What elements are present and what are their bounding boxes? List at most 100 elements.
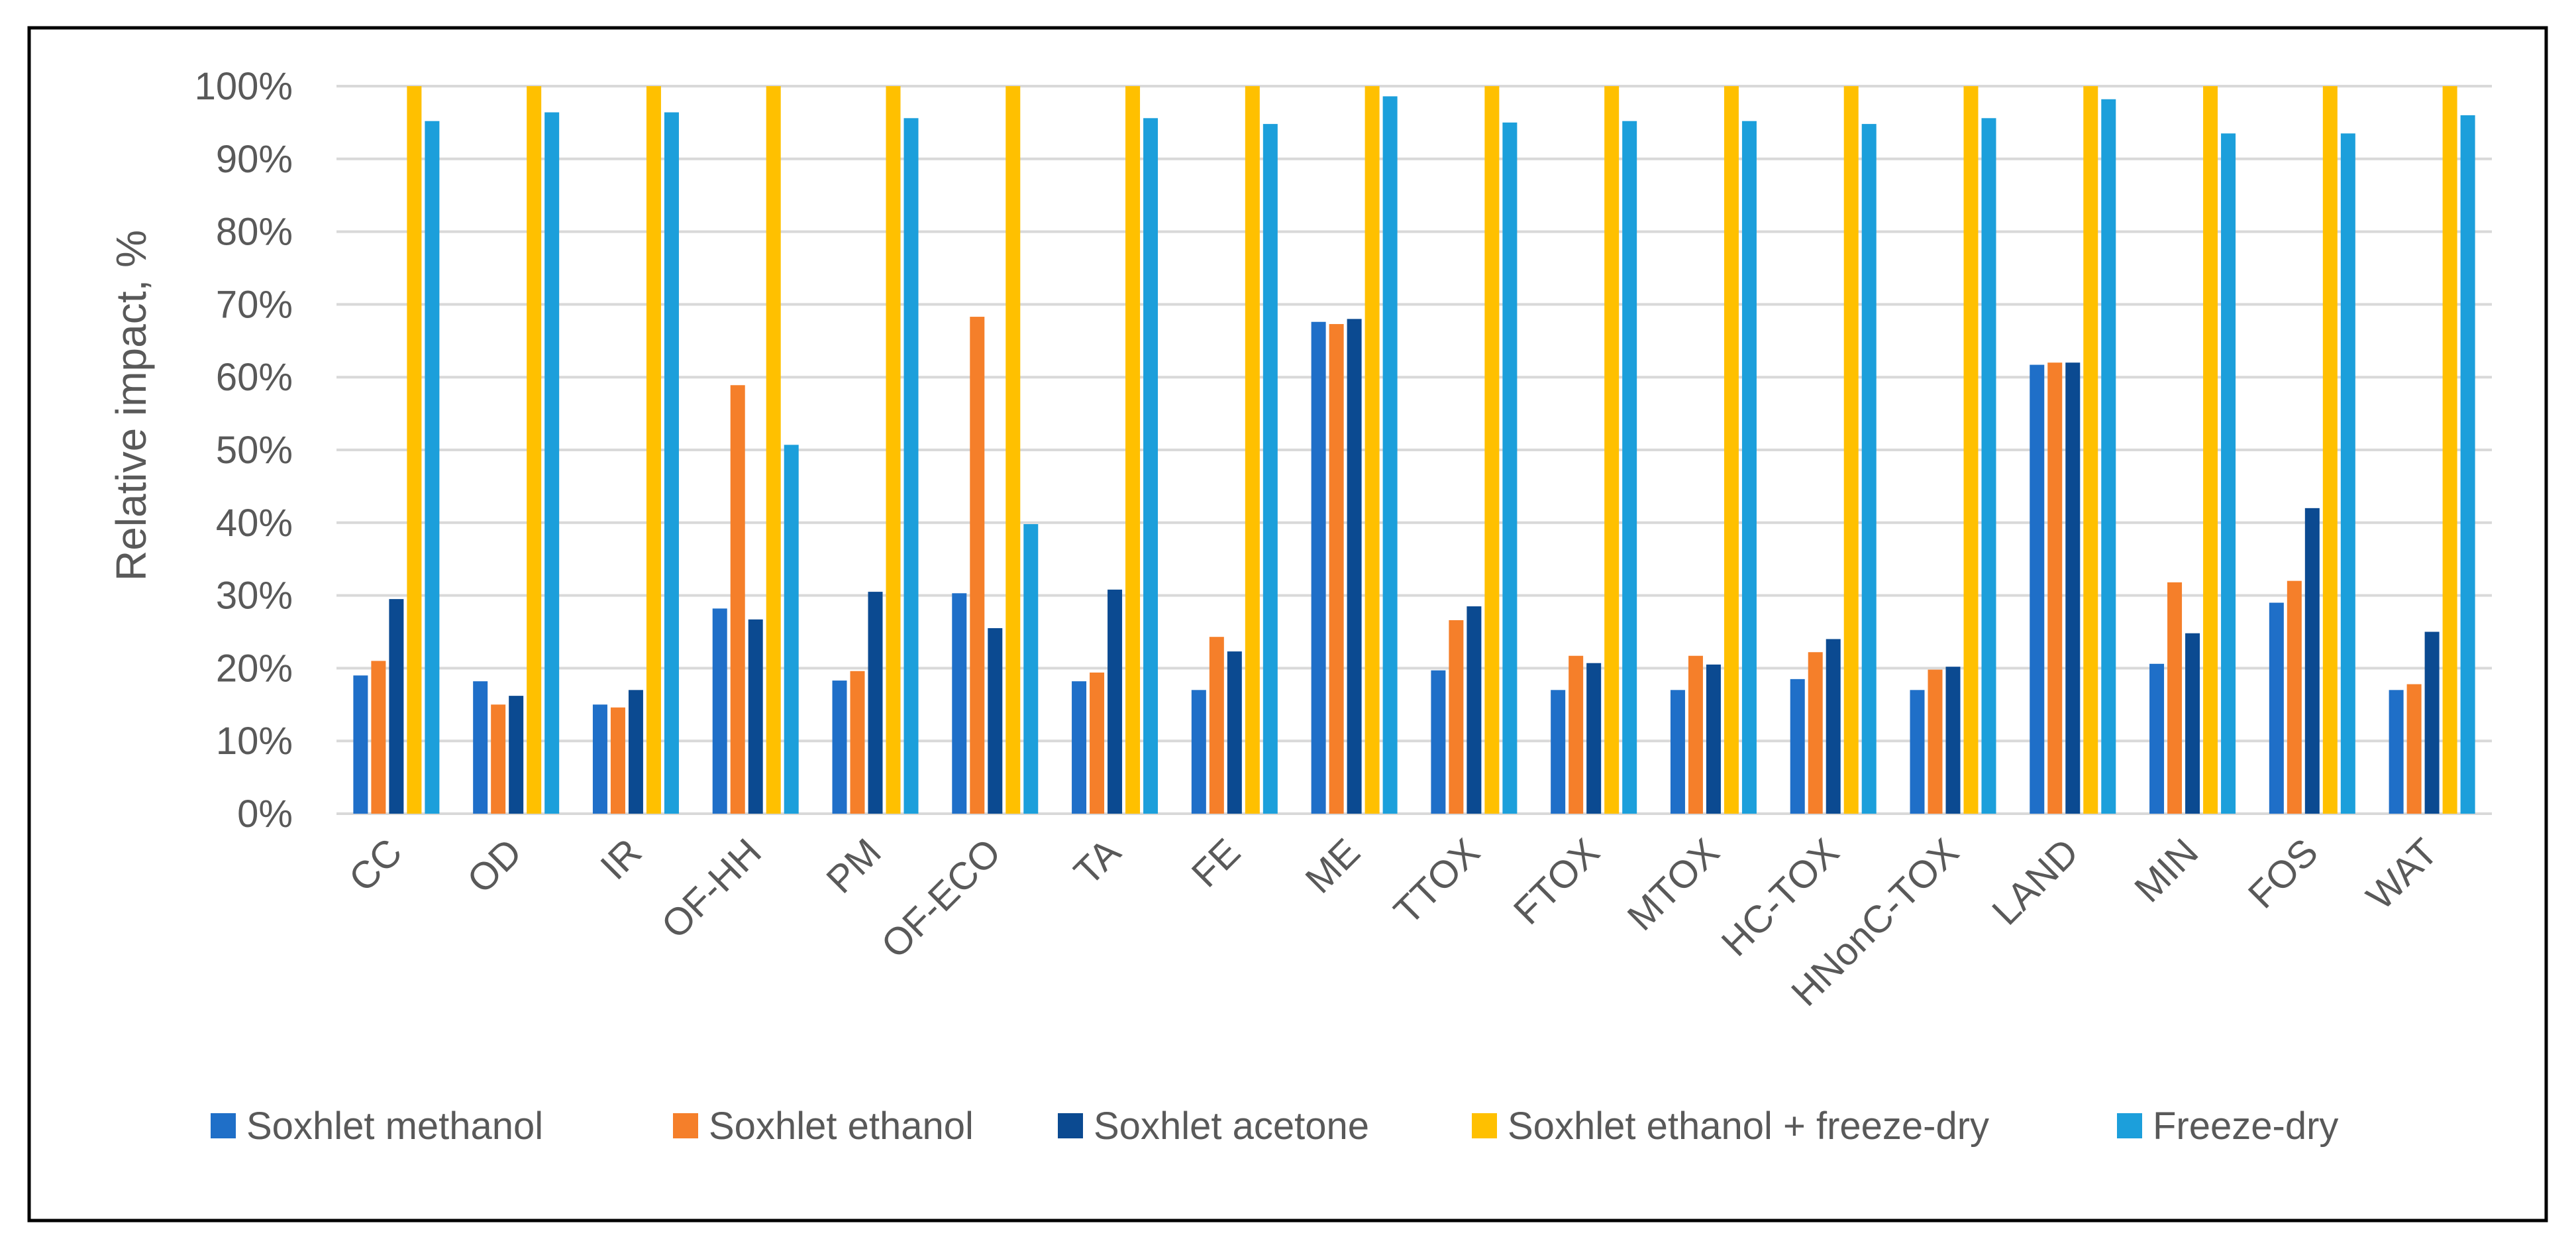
bar-soxhlet-methanol-of-eco [952, 593, 967, 814]
bar-soxhlet-acetone-land [2065, 362, 2081, 814]
bar-freeze-dry-of-hh [784, 445, 799, 814]
y-axis-title: Relative impact, % [107, 230, 155, 581]
y-tick-label: 40% [216, 502, 293, 545]
legend-swatch [1472, 1113, 1497, 1138]
legend-swatch [2117, 1113, 2142, 1138]
bar-soxhlet-ethanol-wat [2406, 684, 2422, 814]
bar-soxhlet-methanol-cc [353, 675, 368, 814]
bar-soxhlet-ethanol-fe [1209, 637, 1224, 814]
bar-freeze-dry-ftox [1622, 121, 1637, 814]
bar-soxhlet-acetone-cc [389, 599, 404, 814]
bar-soxhlet-methanol-ir [592, 704, 607, 814]
legend-label: Soxhlet ethanol [709, 1105, 974, 1148]
bar-soxhlet-acetone-of-hh [748, 619, 763, 814]
y-tick-label: 0% [237, 792, 293, 836]
bar-soxhlet-acetone-mtox [1706, 664, 1721, 814]
y-tick-label: 50% [216, 429, 293, 472]
bar-freeze-dry-od [544, 112, 560, 814]
bar-freeze-dry-ta [1143, 118, 1159, 814]
bar-soxhlet-ethanol-pm [850, 671, 865, 814]
chart-border [27, 26, 2548, 1223]
legend-swatch [211, 1113, 236, 1138]
bar-soxhlet-ethanol-freeze-dry-cc [407, 86, 422, 814]
bar-soxhlet-acetone-ta [1108, 589, 1123, 814]
bar-soxhlet-methanol-ta [1072, 681, 1087, 814]
y-tick-label: 90% [216, 138, 293, 181]
y-tick-label: 70% [216, 283, 293, 326]
bar-soxhlet-ethanol-ttox [1449, 620, 1464, 814]
gridlines [336, 85, 2492, 815]
bar-soxhlet-acetone-me [1347, 319, 1362, 814]
bar-soxhlet-ethanol-freeze-dry-ttox [1484, 86, 1500, 814]
bar-freeze-dry-pm [903, 118, 919, 814]
bar-soxhlet-ethanol-ir [610, 707, 625, 814]
bar-soxhlet-ethanol-freeze-dry-pm [886, 86, 901, 814]
bar-soxhlet-methanol-hnonc-tox [1910, 690, 1925, 814]
y-tick-label: 60% [216, 356, 293, 399]
bar-soxhlet-ethanol-od [491, 704, 506, 814]
bar-soxhlet-methanol-mtox [1670, 690, 1685, 814]
bar-freeze-dry-hnonc-tox [1981, 118, 1996, 814]
bar-soxhlet-acetone-min [2185, 633, 2200, 814]
bar-soxhlet-methanol-ftox [1551, 690, 1566, 814]
bar-soxhlet-acetone-hnonc-tox [1945, 667, 1961, 814]
bar-soxhlet-acetone-hc-tox [1826, 639, 1841, 814]
bar-soxhlet-methanol-fe [1191, 690, 1206, 814]
bar-soxhlet-ethanol-ftox [1569, 655, 1584, 814]
bar-freeze-dry-fe [1262, 124, 1278, 814]
bar-soxhlet-ethanol-ta [1090, 672, 1105, 814]
y-tick-label: 80% [216, 211, 293, 254]
bar-soxhlet-ethanol-freeze-dry-min [2203, 86, 2218, 814]
bar-freeze-dry-me [1382, 96, 1398, 814]
bar-soxhlet-ethanol-fos [2287, 580, 2302, 814]
bar-freeze-dry-cc [425, 121, 440, 814]
legend-label: Freeze-dry [2153, 1105, 2338, 1148]
bar-freeze-dry-fos [2340, 133, 2355, 814]
bar-soxhlet-ethanol-of-eco [970, 317, 985, 814]
bar-soxhlet-ethanol-freeze-dry-ir [646, 86, 661, 814]
bar-freeze-dry-mtox [1741, 121, 1757, 814]
bar-freeze-dry-wat [2460, 115, 2475, 814]
legend-label: Soxhlet acetone [1094, 1105, 1369, 1148]
bar-soxhlet-methanol-fos [2269, 602, 2284, 814]
bar-soxhlet-acetone-fos [2304, 508, 2320, 814]
bar-soxhlet-methanol-ttox [1431, 670, 1446, 814]
bar-soxhlet-ethanol-of-hh [730, 385, 745, 814]
bars [353, 86, 2475, 814]
bar-soxhlet-ethanol-freeze-dry-ta [1125, 86, 1141, 814]
bar-soxhlet-ethanol-freeze-dry-land [2083, 86, 2098, 814]
bar-soxhlet-ethanol-land [2047, 362, 2063, 814]
y-tick-label: 30% [216, 574, 293, 618]
bar-soxhlet-methanol-wat [2389, 690, 2404, 814]
bar-soxhlet-acetone-wat [2424, 631, 2440, 814]
bar-soxhlet-ethanol-me [1329, 324, 1344, 814]
legend-label: Soxhlet ethanol + freeze-dry [1508, 1105, 1989, 1148]
bar-freeze-dry-min [2221, 133, 2236, 814]
bar-soxhlet-ethanol-freeze-dry-hc-tox [1843, 86, 1859, 814]
bar-soxhlet-acetone-ttox [1467, 606, 1482, 814]
bar-soxhlet-ethanol-freeze-dry-fos [2322, 86, 2338, 814]
bar-soxhlet-methanol-of-hh [712, 608, 727, 814]
bar-soxhlet-ethanol-freeze-dry-of-eco [1005, 86, 1021, 814]
bar-soxhlet-acetone-pm [868, 592, 883, 814]
bar-soxhlet-methanol-min [2149, 663, 2165, 814]
bar-freeze-dry-ir [664, 112, 679, 814]
bar-soxhlet-methanol-od [473, 681, 488, 814]
legend-swatch [673, 1113, 698, 1138]
y-tick-label: 20% [216, 647, 293, 690]
bar-soxhlet-ethanol-cc [371, 661, 386, 814]
bar-soxhlet-ethanol-freeze-dry-ftox [1604, 86, 1620, 814]
bar-soxhlet-methanol-hc-tox [1790, 679, 1805, 814]
bar-soxhlet-ethanol-freeze-dry-hnonc-tox [1963, 86, 1979, 814]
bar-freeze-dry-of-eco [1023, 523, 1039, 814]
legend-swatch [1058, 1113, 1083, 1138]
legend-label: Soxhlet methanol [246, 1105, 543, 1148]
bar-freeze-dry-ttox [1502, 122, 1518, 814]
bar-soxhlet-ethanol-freeze-dry-of-hh [766, 86, 781, 814]
legend: Soxhlet methanol Soxhlet ethanol Soxhlet a… [211, 1105, 2338, 1148]
bar-soxhlet-methanol-me [1311, 321, 1326, 814]
y-axis-ticks: 0% 10% 20% 30% 40% 50% 60% 70% 80% 90% 100% [195, 65, 293, 836]
bar-soxhlet-ethanol-freeze-dry-mtox [1724, 86, 1739, 814]
